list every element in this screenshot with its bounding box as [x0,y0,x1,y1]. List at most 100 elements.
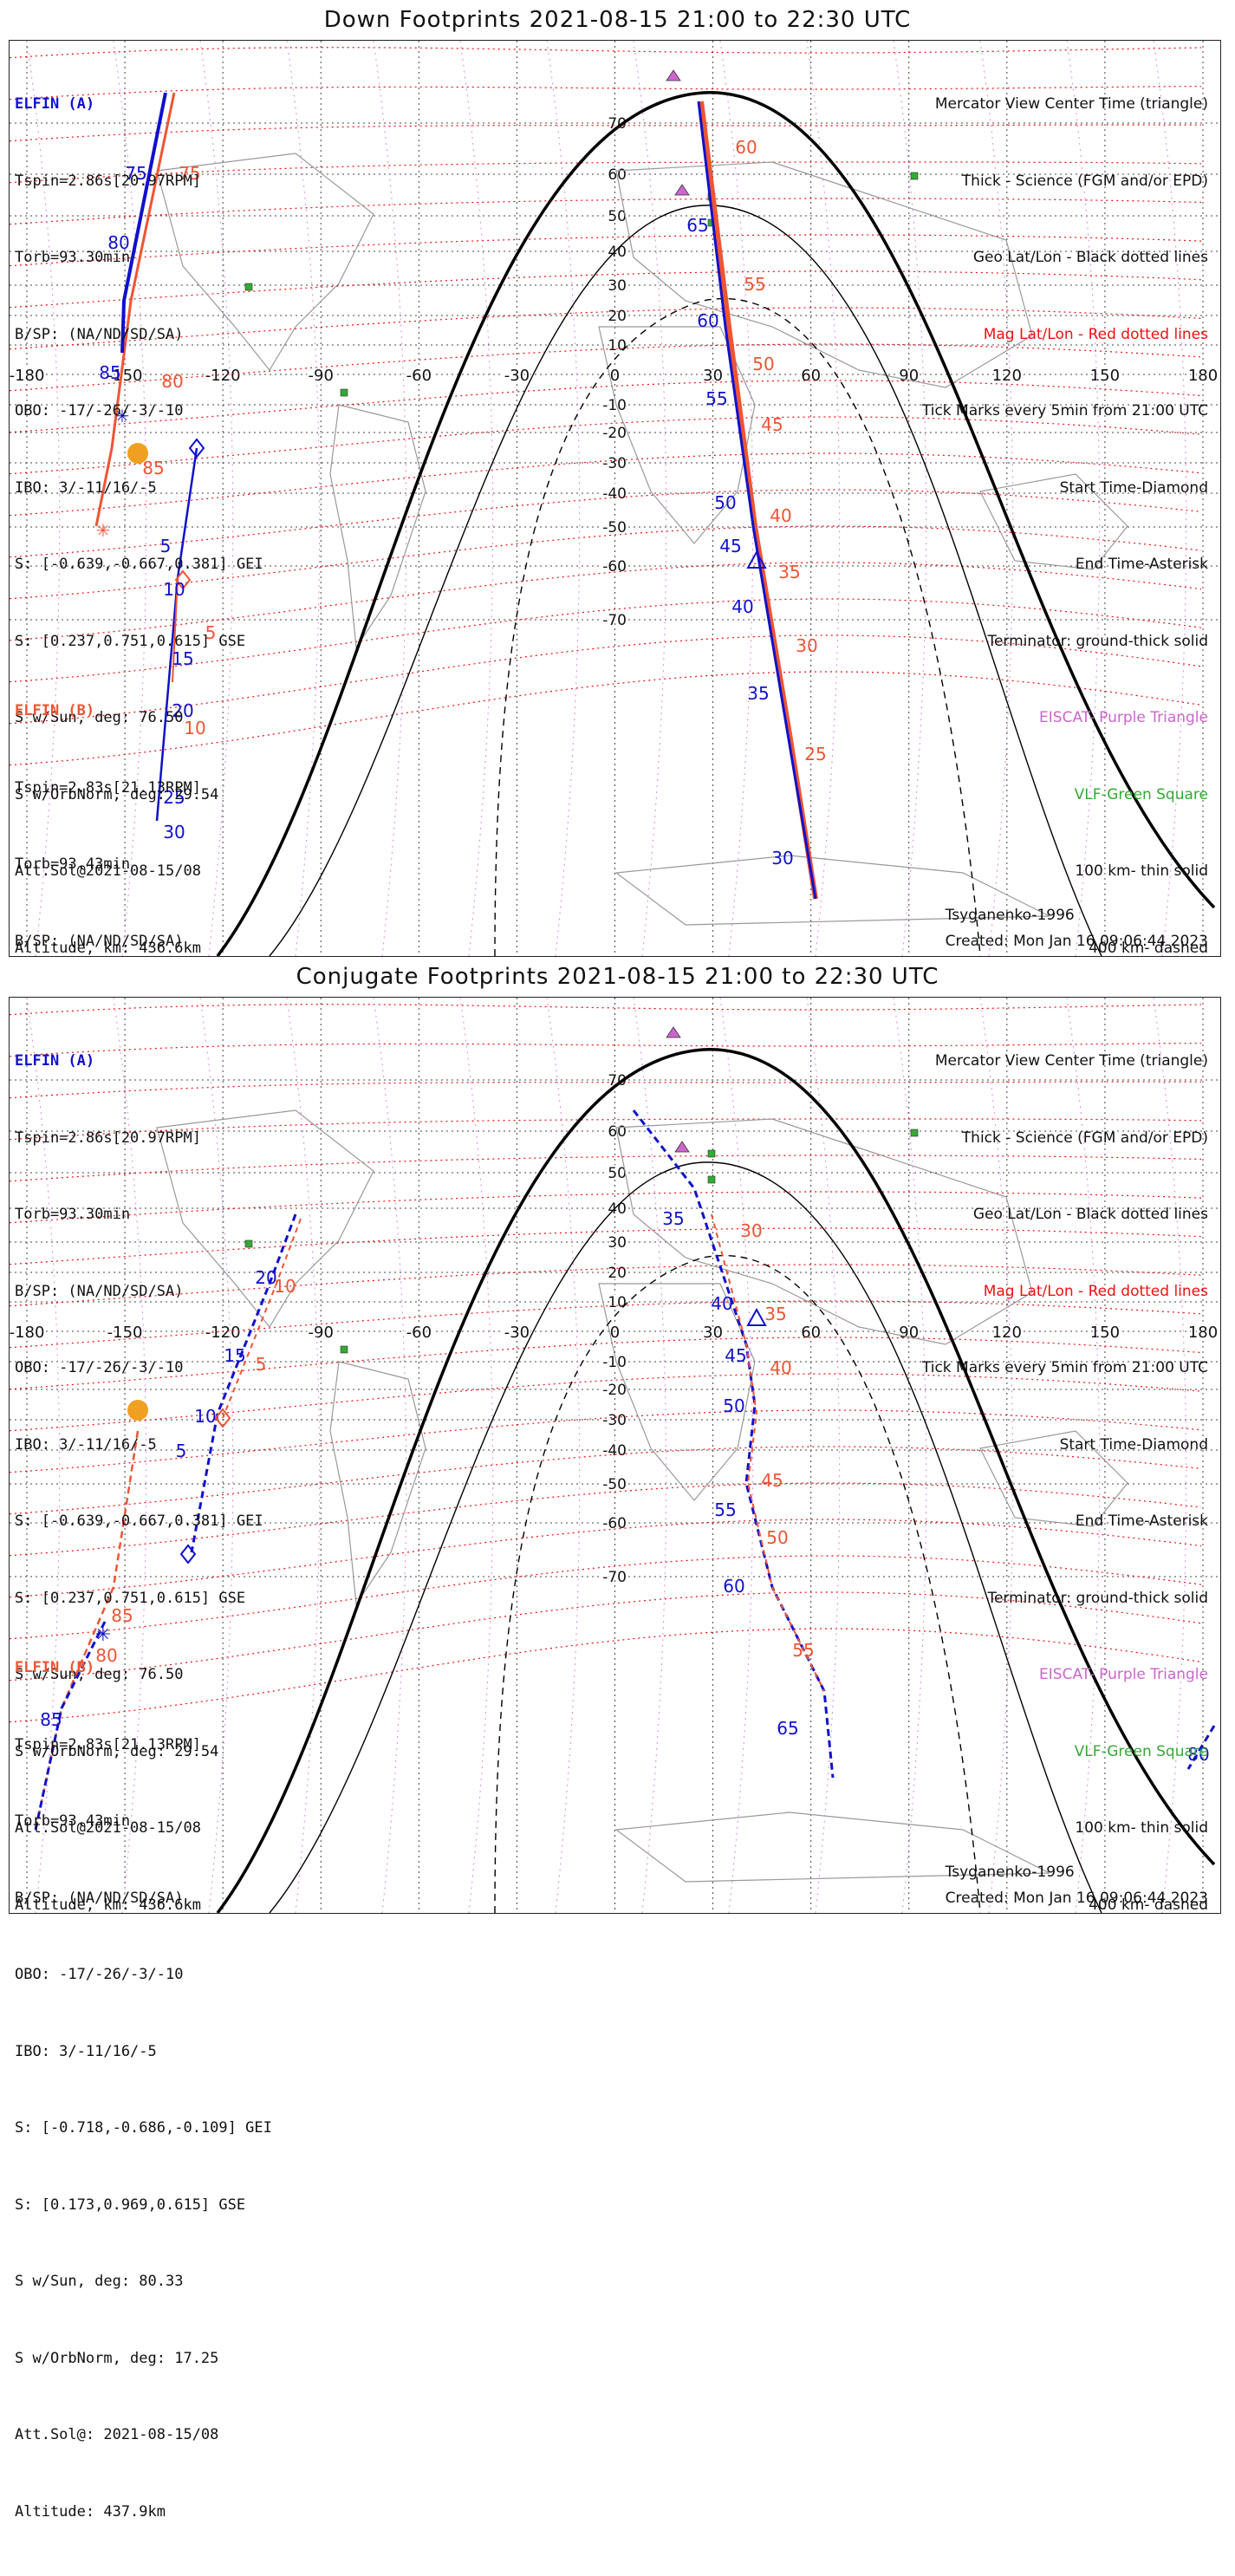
elfin-a-line: Tspin=2.86s[20.97RPM] [15,1129,201,1147]
elfin-a-line: B/SP: (NA/ND/SD/SA) [15,325,184,343]
mag-parallel [10,1043,1202,1057]
elfin-b-tick-label: 55 [744,274,765,295]
longitude-label: 150 [1090,367,1120,385]
longitude-label: -90 [309,367,334,385]
elfin-a-tick-label: 10 [194,1406,216,1427]
elfin-b-track [94,92,176,527]
longitude-label: -150 [107,367,143,385]
legend-conjugate: Mercator View Center Time (triangle) Thi… [922,998,1208,1969]
footer-down: Tsyganenko-1996 Created: Mon Jan 16 09:0… [946,903,1208,954]
legend-item: Start Time-Diamond [1059,1435,1208,1454]
elfin-b-tick-label: 5 [256,1354,267,1375]
mag-meridian [373,998,407,1913]
longitude-label: 180 [1188,1324,1218,1342]
vlf-square-icon [707,1149,716,1158]
legend-item: EISCAT- Purple Triangle [1039,709,1208,726]
panel-title-down: Down Footprints 2021-08-15 21:00 to 22:3… [323,7,912,33]
end-asterisk-icon: ✳ [115,406,130,426]
mag-parallel [10,1227,1202,1265]
elfin-a-line: Tspin=2.86s[20.97RPM] [15,172,201,190]
elfin-b-tick-label: 85 [111,1605,133,1626]
elfin-b-tick-label: 85 [142,458,164,478]
legend-item: VLF-Green Square [1074,1742,1208,1760]
elfin-b-tick-label: 30 [796,635,817,656]
elfin-a-line: S w/Sun, deg: 76.50 [15,1666,184,1683]
mag-parallel [10,1519,1202,1598]
vlf-square-icon [910,172,919,180]
elfin-a-tick-label: 55 [714,1499,736,1520]
mag-meridian [199,998,234,1913]
latitude-label: -50 [602,1476,627,1493]
longitude-label: -180 [10,367,44,385]
elfin-b-line: S: [-0.718,-0.686,-0.109] GEI [15,2119,272,2137]
elfin-b-tick-label: 60 [735,137,757,158]
mag-meridian [719,998,754,1913]
terminator-100km [269,205,1102,956]
mag-parallel [10,1409,1202,1473]
latitude-label: 30 [608,277,627,295]
mag-parallel [10,198,1202,225]
elfin-a-tick-label: 10 [163,579,185,600]
mag-meridian [459,41,494,956]
sun-icon [127,443,148,464]
center-time-triangle-icon [746,550,767,569]
legend-item: Tick Marks every 5min from 21:00 UTC [921,1359,1208,1376]
elfin-a-header: ELFIN (A) [15,95,95,113]
legend-down: Mercator View Center Time (triangle) Thi… [922,41,1208,1012]
elfin-a-tick-label: 20 [172,700,193,721]
elfin-b-line: S w/OrbNorm, deg: 17.25 [15,2349,219,2367]
elfin-a-tick-label: 15 [224,1345,245,1366]
legend-item: 400 km- dashed [1089,939,1208,957]
mag-meridian [1153,41,1187,956]
map-canvas-conjugate: -180 -150 -120 -90 -60 -30 0 30 60 90 120 150 180706… [10,998,1220,1913]
created-label: Created: Mon Jan 16 09:06:44 2023 [945,932,1208,950]
eiscat-triangle-icon [666,1026,681,1038]
mag-parallel [10,1004,1202,1016]
longitude-label: -120 [205,1324,241,1342]
conjugate-footprints-map: -180 -150 -120 -90 -60 -30 0 30 60 90 120 150 180 70 6… [9,997,1221,2521]
latitude-label: -40 [602,485,627,503]
mag-parallel [10,343,1202,392]
mag-parallel [10,47,1202,59]
elfin-a-tick-label: 45 [719,536,741,556]
mag-meridian [113,41,147,956]
elfin-a-line: IBO: 3/-11/16/-5 [15,1435,157,1454]
mag-parallel [10,1373,1202,1432]
start-diamond-icon [174,569,192,590]
longitude-label: 90 [899,1324,919,1342]
longitude-label: 150 [1090,1324,1120,1342]
vlf-square-icon [340,388,348,397]
latitude-label: -70 [602,612,627,629]
mag-meridian [546,998,581,1913]
elfin-a-line: Altitude, km: 436.6km [15,1896,201,1914]
mag-parallel [10,671,1202,766]
elfin-a-line: S w/Sun, deg: 76.50 [15,709,184,726]
continent-outline [615,161,1033,388]
elfin-b-tick-label: 40 [770,505,791,526]
mag-meridian [1066,998,1101,1913]
legend-item: Thick - Science (FGM and/or EPD) [961,172,1208,190]
longitude-label: 90 [899,367,919,385]
elfin-a-tick-label: 60 [723,1576,744,1597]
start-diamond-icon [179,1544,197,1564]
elfin-a-info-conjugate: ELFIN (A) Tspin=2.86s[20.97RPM] Torb=93.… [15,998,263,1969]
elfin-a-tick-label: 65 [686,215,708,236]
vlf-square-icon [910,1129,919,1137]
mag-meridian [199,41,234,956]
mag-parallel [10,1118,1202,1141]
latitude-label: 10 [608,1294,627,1311]
elfin-a-tick-label: 35 [662,1208,684,1229]
elfin-b-tick-label: 45 [761,414,783,435]
mag-meridian [1066,41,1101,956]
longitude-label: 30 [703,1324,723,1342]
elfin-a-line: Torb=93.30min [15,1206,131,1223]
mag-parallel [10,1337,1202,1390]
elfin-b-tick-label: 25 [804,744,826,764]
elfin-b-tick-label: 40 [770,1357,791,1378]
mag-meridian [979,998,1014,1913]
continent-outline [329,1361,426,1606]
terminator-ground [216,1048,1216,1913]
elfin-b-line: S: [0.173,0.969,0.615] GSE [15,2195,246,2214]
elfin-a-track [34,1621,107,1831]
mag-parallel [10,562,1202,641]
